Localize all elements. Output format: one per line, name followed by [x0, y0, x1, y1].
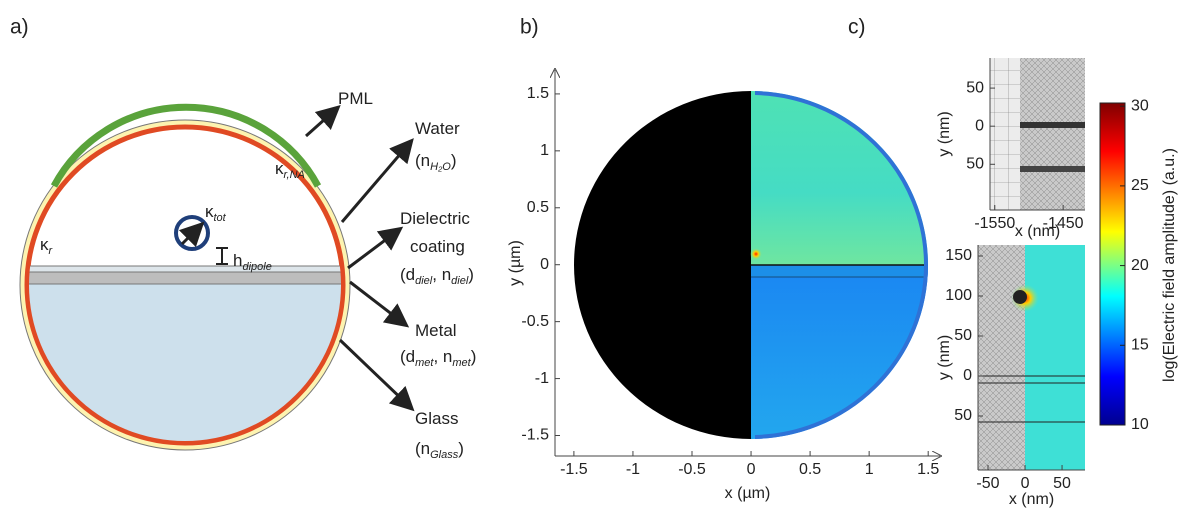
annotation: Metal	[415, 321, 457, 340]
colorbar-tick-label: 30	[1131, 97, 1149, 114]
y-tick-label: 0	[540, 256, 549, 273]
y-tick-label: 0	[963, 367, 972, 384]
label-text: (d	[400, 347, 415, 366]
y-tick-label: -1	[535, 370, 549, 387]
subscript: diel	[451, 275, 469, 287]
panel-label: a)	[10, 16, 29, 39]
y-tick-label: 50	[966, 79, 984, 96]
colorbar-label: log(Electric field amplitude) (a.u.)	[1161, 148, 1178, 382]
label-text: , n	[433, 347, 452, 366]
annotation: (dmet, nmet)	[400, 347, 476, 368]
label-text: )	[451, 151, 457, 170]
y-axis-label: y (µm)	[507, 240, 524, 286]
mesh-insets	[978, 58, 1125, 470]
annotation: (ddiel, ndiel)	[400, 265, 474, 286]
colorbar-tick-label: 20	[1131, 257, 1149, 274]
field-map	[570, 85, 931, 445]
label-text: h	[233, 251, 242, 270]
label-text: Metal	[415, 321, 457, 340]
y-tick-label: -0.5	[521, 313, 549, 330]
x-tick-label: 0	[747, 461, 756, 478]
panel-label: b)	[520, 16, 539, 39]
x-axis-label: x (nm)	[1015, 223, 1060, 240]
x-tick-label: -1550	[974, 215, 1015, 232]
annotation: (nGlass)	[415, 439, 464, 460]
label-text: Water	[415, 119, 460, 138]
panel-label: c)	[848, 16, 866, 39]
x-tick-label: -1	[626, 461, 640, 478]
y-axis-label: y (nm)	[936, 335, 953, 380]
y-tick-label: 100	[945, 287, 972, 304]
annotation: Glass	[415, 409, 458, 428]
annotation: Water	[415, 119, 460, 138]
figure: a) b) c) PMLWater(nH₂O)κr,NAκtotκrhdipol…	[0, 0, 1184, 510]
subscript: diel	[415, 275, 433, 287]
x-tick-label: -0.5	[678, 461, 706, 478]
y-tick-label: 1.5	[527, 85, 549, 102]
schematic	[20, 107, 408, 454]
y-tick-label: 150	[945, 247, 972, 264]
label-text: coating	[410, 237, 465, 256]
label-text: Dielectric	[400, 209, 470, 228]
label-text: Glass	[415, 409, 458, 428]
x-tick-label: -50	[976, 475, 999, 492]
y-tick-label: 50	[954, 407, 972, 424]
y-tick-label: 50	[966, 156, 984, 173]
label-text: )	[468, 265, 474, 284]
x-tick-label: 1	[865, 461, 874, 478]
label-text: )	[458, 439, 464, 458]
annotation: coating	[410, 237, 465, 256]
label-text: (n	[415, 439, 430, 458]
label-text: PML	[338, 89, 373, 108]
subscript: tot	[214, 212, 227, 224]
colorbar-tick-label: 10	[1131, 416, 1149, 433]
y-tick-label: 0	[975, 117, 984, 134]
subscript: dipole	[242, 261, 271, 273]
x-tick-label: 1.5	[917, 461, 939, 478]
x-tick-label: 0.5	[799, 461, 821, 478]
x-tick-label: -1.5	[560, 461, 588, 478]
y-tick-label: 0.5	[527, 199, 549, 216]
annotation: (nH₂O)	[415, 151, 457, 172]
x-axis-label: x (µm)	[725, 485, 771, 502]
x-axis-label: x (nm)	[1009, 491, 1054, 508]
subscript: H₂O	[430, 161, 451, 173]
subscript: met	[415, 357, 434, 369]
label-text: (d	[400, 265, 415, 284]
label-text: (n	[415, 151, 430, 170]
label-text: , n	[432, 265, 451, 284]
label-text: )	[471, 347, 477, 366]
subscript: Glass	[430, 449, 459, 461]
subscript: r,NA	[284, 169, 305, 181]
annotation: Dielectric	[400, 209, 470, 228]
colorbar-tick-label: 25	[1131, 177, 1149, 194]
y-tick-label: 1	[540, 142, 549, 159]
y-tick-label: 50	[954, 327, 972, 344]
x-tick-label: 0	[1021, 475, 1030, 492]
annotation: PML	[338, 89, 373, 108]
subscript: met	[452, 357, 471, 369]
colorbar-tick-label: 15	[1131, 337, 1149, 354]
y-tick-label: -1.5	[521, 427, 549, 444]
y-axis-label: y (nm)	[936, 111, 953, 156]
x-tick-label: 50	[1053, 475, 1071, 492]
